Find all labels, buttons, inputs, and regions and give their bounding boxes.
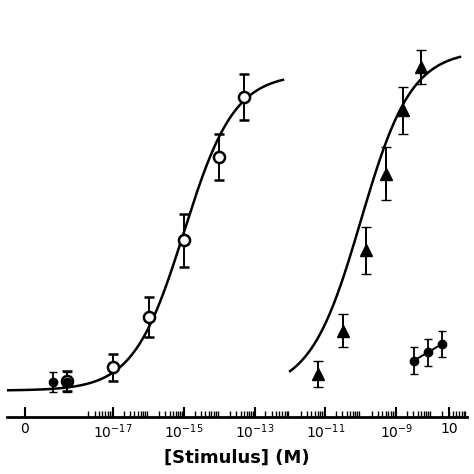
X-axis label: [Stimulus] (M): [Stimulus] (M) bbox=[164, 449, 310, 467]
